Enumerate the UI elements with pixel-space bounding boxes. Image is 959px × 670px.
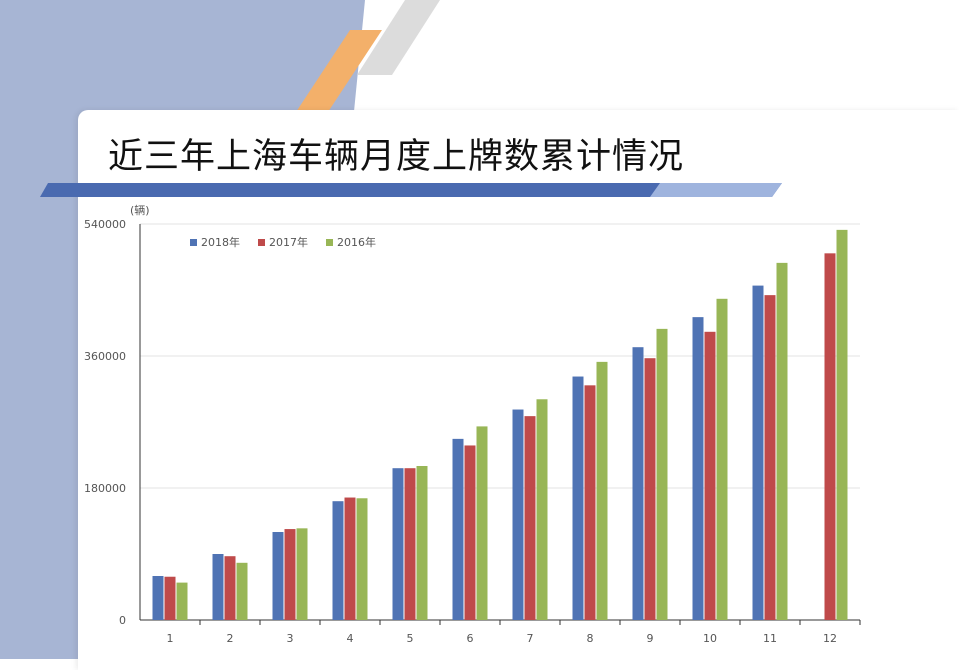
- x-tick-label: 7: [527, 632, 534, 645]
- legend-swatch: [190, 239, 197, 246]
- title-band-light: [650, 183, 782, 197]
- bar-2016年-9: [656, 328, 668, 620]
- bar-2016年-8: [596, 361, 608, 620]
- bar-2017年-6: [464, 445, 476, 620]
- x-tick-label: 2: [227, 632, 234, 645]
- x-tick-label: 6: [467, 632, 474, 645]
- legend-label: 2017年: [269, 235, 308, 249]
- bar-2016年-11: [776, 262, 788, 620]
- bar-2018年-4: [332, 501, 344, 620]
- bar-2017年-10: [704, 331, 716, 620]
- bar-2017年-7: [524, 416, 536, 620]
- title-band-blue: [40, 183, 782, 197]
- unit-label: (辆): [130, 203, 150, 217]
- bar-2016年-3: [296, 528, 308, 620]
- bar-2017年-5: [404, 468, 416, 620]
- bar-2018年-3: [272, 532, 284, 620]
- bar-2016年-2: [236, 562, 248, 620]
- legend-swatch: [326, 239, 333, 246]
- x-tick-label: 4: [347, 632, 354, 645]
- bar-2017年-3: [284, 529, 296, 620]
- legend-swatch: [258, 239, 265, 246]
- orange-stripe: [296, 30, 382, 112]
- bar-2018年-1: [152, 576, 164, 620]
- x-tick-label: 12: [823, 632, 837, 645]
- page-title: 近三年上海车辆月度上牌数累计情况: [108, 137, 685, 177]
- x-tick-label: 9: [647, 632, 654, 645]
- bar-2017年-11: [764, 295, 776, 620]
- bar-2017年-2: [224, 556, 236, 620]
- x-tick-label: 11: [763, 632, 777, 645]
- bar-2016年-4: [356, 498, 368, 620]
- gray-stripe: [357, 0, 440, 75]
- x-tick-label: 1: [167, 632, 174, 645]
- bar-2017年-9: [644, 358, 656, 620]
- x-tick-label: 8: [587, 632, 594, 645]
- bar-2018年-11: [752, 285, 764, 620]
- bar-2016年-6: [476, 426, 488, 620]
- y-tick-label: 0: [119, 614, 126, 627]
- bar-2018年-2: [212, 554, 224, 620]
- bar-2018年-7: [512, 409, 524, 620]
- bar-2016年-5: [416, 466, 428, 620]
- legend-label: 2018年: [201, 235, 240, 249]
- y-tick-label: 180000: [84, 482, 126, 495]
- bar-2018年-8: [572, 376, 584, 620]
- bar-2017年-4: [344, 497, 356, 620]
- bar-2017年-1: [164, 576, 176, 620]
- x-tick-label: 3: [287, 632, 294, 645]
- bar-2016年-7: [536, 399, 548, 620]
- bar-2017年-12: [824, 253, 836, 621]
- x-tick-label: 5: [407, 632, 414, 645]
- bar-2016年-1: [176, 582, 188, 620]
- bar-2018年-10: [692, 317, 704, 620]
- y-tick-label: 360000: [84, 350, 126, 363]
- legend-label: 2016年: [337, 235, 376, 249]
- bar-2018年-5: [392, 468, 404, 620]
- y-tick-label: 540000: [84, 218, 126, 231]
- bar-2017年-8: [584, 385, 596, 620]
- x-tick-label: 10: [703, 632, 717, 645]
- bar-2018年-9: [632, 347, 644, 620]
- bar-2018年-6: [452, 438, 464, 620]
- bar-2016年-12: [836, 229, 848, 620]
- bar-2016年-10: [716, 298, 728, 620]
